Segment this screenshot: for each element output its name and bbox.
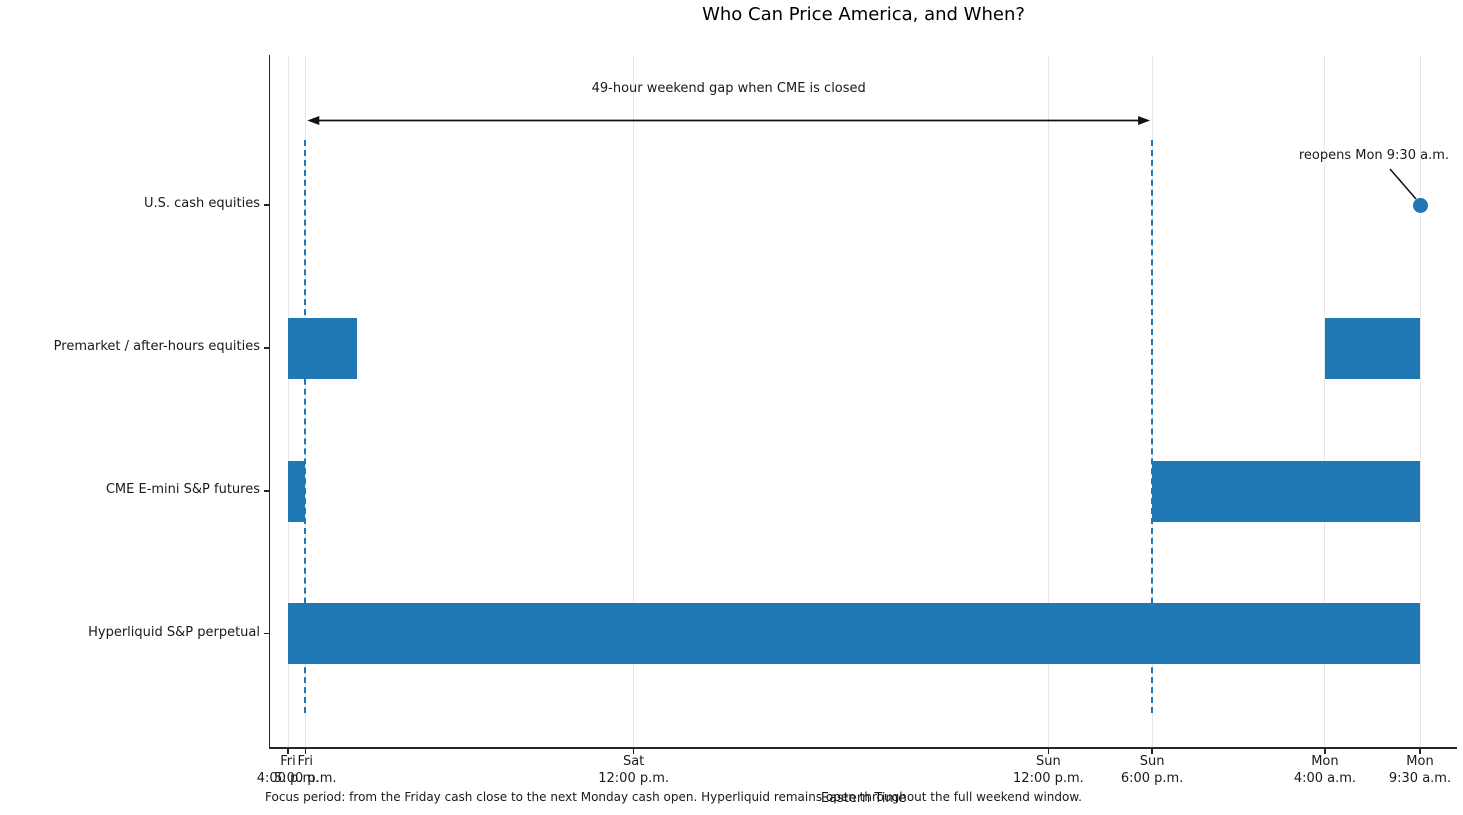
x-tick-label: Sun 6:00 p.m. xyxy=(1082,753,1222,787)
bar-premarket-after-hours-equities xyxy=(1324,317,1420,379)
gap-annotation-label: 49-hour weekend gap when CME is closed xyxy=(591,81,866,96)
gridline xyxy=(1047,55,1049,747)
x-tick-day: Sun xyxy=(1139,754,1165,769)
x-tick-mark xyxy=(1419,748,1421,754)
x-tick-time: 4:00 a.m. xyxy=(1293,771,1357,786)
x-tick-label: Mon 9:30 a.m. xyxy=(1350,753,1463,787)
x-tick-label: Fri 5:00 p.m. xyxy=(235,753,375,787)
x-tick-day: Mon xyxy=(1311,754,1339,769)
gridline xyxy=(1324,55,1326,747)
y-tick-mark xyxy=(263,347,269,349)
x-tick-time: 9:30 a.m. xyxy=(1388,771,1452,786)
x-tick-time: 12:00 p.m. xyxy=(1013,771,1084,786)
reopen-annotation-label: reopens Mon 9:30 a.m. xyxy=(1298,148,1449,163)
x-tick-time: 6:00 p.m. xyxy=(1120,771,1184,786)
x-tick-day: Fri xyxy=(297,754,314,769)
y-tick-mark xyxy=(263,204,269,206)
reopen-marker-dot xyxy=(1412,197,1428,213)
x-tick-mark xyxy=(287,748,289,754)
x-axis-label: Eastern Time xyxy=(820,791,907,806)
x-tick-day: Mon xyxy=(1406,754,1434,769)
x-tick-mark xyxy=(632,748,635,754)
x-tick-day: Fri xyxy=(280,754,296,769)
gridline xyxy=(633,55,635,747)
x-tick-day: Sun xyxy=(1036,754,1061,769)
session-boundary-dashed-line xyxy=(1151,140,1154,713)
x-tick-label: Mon 4:00 a.m. xyxy=(1255,753,1395,787)
y-tick-label-2: Premarket / after-hours equities xyxy=(53,339,260,354)
x-tick-time: 5:00 p.m. xyxy=(274,771,337,786)
y-tick-label-1: U.S. cash equities xyxy=(143,196,260,211)
x-tick-mark xyxy=(1151,748,1153,754)
y-tick-mark xyxy=(263,490,269,492)
gridline xyxy=(1419,55,1421,747)
bar-cme-e-mini-s-p-futures xyxy=(288,460,306,522)
gridline xyxy=(287,55,289,747)
x-tick-mark xyxy=(304,748,307,754)
x-tick-label: Fri 4:00 p.m. xyxy=(218,753,358,787)
x-tick-mark xyxy=(1324,748,1326,754)
x-tick-time: 4:00 p.m. xyxy=(256,771,320,786)
x-tick-day: Sat xyxy=(622,754,645,769)
y-tick-label-3: CME E-mini S&P futures xyxy=(105,482,260,497)
y-tick-label-4: Hyperliquid S&P perpetual xyxy=(88,624,260,640)
session-boundary-dashed-line xyxy=(304,140,307,713)
chart-title: Who Can Price America, and When? xyxy=(702,4,1025,25)
x-tick-mark xyxy=(1047,748,1050,754)
x-tick-label: Sat 12:00 p.m. xyxy=(564,753,704,787)
bar-hyperliquid-s-p-perpetual xyxy=(288,603,1420,664)
bar-premarket-after-hours-equities xyxy=(288,317,358,379)
y-axis-spine xyxy=(268,55,270,749)
x-tick-time: 12:00 p.m. xyxy=(598,771,670,786)
x-tick-label: Sun 12:00 p.m. xyxy=(978,753,1118,787)
bar-cme-e-mini-s-p-futures xyxy=(1152,460,1420,522)
x-axis-spine xyxy=(268,747,1457,749)
chart-caption: Focus period: from the Friday cash close… xyxy=(265,790,1082,804)
y-tick-mark xyxy=(263,632,269,635)
